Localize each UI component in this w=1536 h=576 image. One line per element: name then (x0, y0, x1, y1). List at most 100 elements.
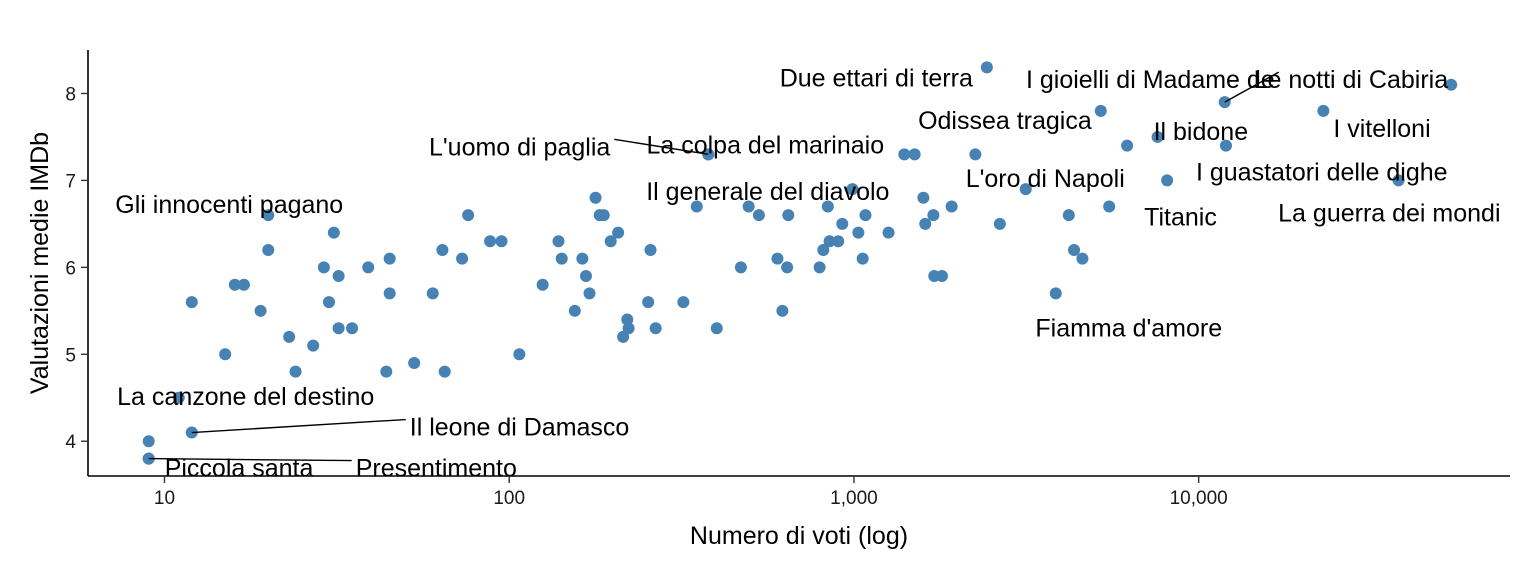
y-axis-title: Valutazioni medie IMDb (26, 132, 54, 394)
point-labels-layer: Due ettari di terra I gioielli di Madame … (115, 64, 1500, 482)
data-point (552, 235, 565, 248)
data-point (185, 296, 198, 309)
data-point (262, 209, 275, 222)
data-point (644, 243, 657, 256)
data-point (823, 235, 836, 248)
data-point (1317, 104, 1330, 117)
data-point (935, 270, 948, 283)
data-point (710, 322, 723, 335)
y-tick-label: 8 (65, 84, 76, 105)
data-point (1103, 200, 1116, 213)
data-point (1062, 209, 1075, 222)
point-label: I vitelloni (1333, 115, 1430, 143)
data-point (254, 304, 267, 317)
label-leader-line (148, 457, 352, 462)
point-label: Gli innocenti pagano (115, 191, 343, 219)
x-axis-ticks: 10 100 1,000 10,000 (154, 476, 1228, 509)
point-label: La canzone del destino (117, 383, 374, 411)
data-point (604, 235, 617, 248)
data-point (1161, 174, 1174, 187)
y-tick-label: 6 (65, 258, 76, 279)
data-point (426, 287, 439, 300)
data-point (408, 356, 421, 369)
data-point (980, 61, 993, 74)
data-point (993, 217, 1006, 230)
data-point (237, 278, 250, 291)
data-point (456, 252, 469, 265)
point-label: Il leone di Damasco (410, 414, 630, 442)
data-point (462, 209, 475, 222)
point-label: L'uomo di paglia (429, 133, 610, 161)
data-point (821, 200, 834, 213)
data-point (813, 261, 826, 274)
y-axis-ticks: 4 5 6 7 8 (65, 84, 88, 453)
data-point (776, 304, 789, 317)
data-point (283, 330, 296, 343)
data-point (332, 270, 345, 283)
point-label: I gioielli di Madame de (1026, 66, 1275, 94)
data-point (1392, 174, 1405, 187)
label-leader-line (1224, 71, 1280, 103)
data-point (513, 348, 526, 361)
data-point (438, 365, 451, 378)
point-label: Titanic (1144, 203, 1217, 231)
data-point (690, 200, 703, 213)
point-label: Presentimento (356, 455, 517, 483)
data-point (383, 287, 396, 300)
x-tick-label: 1,000 (830, 488, 878, 509)
data-point (782, 209, 795, 222)
data-point (919, 217, 932, 230)
x-axis-title: Numero di voti (log) (690, 522, 908, 550)
point-label: Il bidone (1154, 118, 1249, 146)
data-point (1094, 104, 1107, 117)
data-point (846, 183, 859, 196)
data-point (1019, 183, 1032, 196)
data-point (1049, 287, 1062, 300)
label-leader-line (191, 418, 406, 434)
data-point (1445, 78, 1458, 91)
data-point (576, 252, 589, 265)
x-tick-label: 10 (154, 488, 175, 509)
data-point (1121, 139, 1134, 152)
data-point (742, 200, 755, 213)
point-label: La colpa del marinaio (646, 131, 884, 159)
data-point (859, 209, 872, 222)
data-point (917, 191, 930, 204)
data-point (649, 322, 662, 335)
data-point (589, 191, 602, 204)
data-point (262, 243, 275, 256)
data-point (322, 296, 335, 309)
data-point (536, 278, 549, 291)
data-point (142, 435, 155, 448)
data-point (817, 243, 830, 256)
point-label: Le notti di Cabiria (1254, 66, 1449, 94)
data-point (362, 261, 375, 274)
data-point (332, 322, 345, 335)
point-label: La guerra dei mondi (1278, 199, 1500, 227)
data-point (832, 235, 845, 248)
point-label: Odissea tragica (918, 107, 1092, 135)
data-point (597, 209, 610, 222)
data-point (752, 209, 765, 222)
data-point (289, 365, 302, 378)
data-point (677, 296, 690, 309)
data-point (1219, 139, 1232, 152)
data-point (642, 296, 655, 309)
data-point (771, 252, 784, 265)
data-point (327, 226, 340, 239)
data-point (484, 235, 497, 248)
data-point (622, 322, 635, 335)
y-tick-label: 5 (65, 345, 76, 366)
y-tick-label: 4 (65, 432, 76, 453)
data-point (383, 252, 396, 265)
point-label: Due ettari di terra (780, 64, 973, 92)
point-label: Fiamma d'amore (1035, 314, 1222, 342)
data-point (836, 217, 849, 230)
data-point (969, 148, 982, 161)
data-point (317, 261, 330, 274)
x-tick-label: 10,000 (1170, 488, 1228, 509)
label-leader-line (614, 138, 709, 156)
data-point (1068, 243, 1081, 256)
point-label: Piccola santa (165, 455, 314, 483)
data-point (583, 287, 596, 300)
